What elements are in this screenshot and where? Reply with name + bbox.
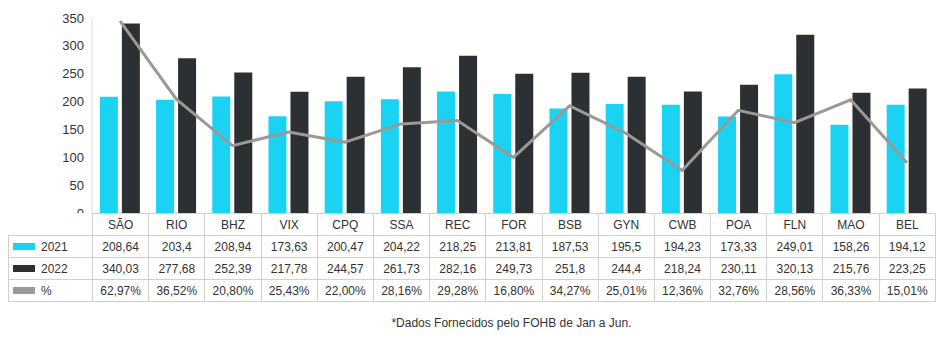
html-text:SSA: SSA (389, 217, 414, 232)
html-text:BHZ: BHZ (221, 217, 245, 232)
html-text:36,52%: 36,52% (156, 283, 198, 298)
html-text:218,24: 218,24 (664, 261, 701, 276)
html-text:195,5: 195,5 (611, 239, 642, 254)
html-text:22,00%: 22,00% (325, 283, 366, 298)
html-text:158,26: 158,26 (832, 239, 870, 254)
svg-text:250: 250 (62, 66, 84, 81)
html-text:FLN: FLN (783, 217, 807, 232)
html-text:340,03: 340,03 (102, 261, 139, 276)
html-text:29,28%: 29,28% (437, 283, 479, 298)
html-text:2022: 2022 (41, 261, 68, 276)
html-text:277,68: 277,68 (158, 261, 196, 276)
html-text:218,25: 218,25 (439, 239, 477, 254)
html-text:215,76: 215,76 (832, 261, 870, 276)
html-text:261,73: 261,73 (383, 261, 420, 276)
html-text:62,97%: 62,97% (100, 283, 141, 298)
html-text:*Dados Fornecidos pelo FOHB de: *Dados Fornecidos pelo FOHB de Jan a Jun… (391, 316, 632, 330)
html-text:28,56%: 28,56% (774, 283, 816, 298)
html-text:217,78: 217,78 (270, 261, 308, 276)
html-text:20,80%: 20,80% (212, 283, 254, 298)
svg-text:50: 50 (70, 178, 84, 193)
html-text:REC: REC (445, 217, 471, 232)
html-text:25,01%: 25,01% (605, 283, 647, 298)
html-text:GYN: GYN (613, 217, 640, 232)
svg-text:0: 0 (77, 206, 84, 213)
html-text:282,16: 282,16 (439, 261, 477, 276)
svg-text:150: 150 (62, 122, 84, 137)
svg-text:100: 100 (62, 150, 84, 165)
html-text:320,13: 320,13 (776, 261, 814, 276)
html-text:CWB: CWB (668, 217, 697, 232)
html-text:28,16%: 28,16% (381, 283, 422, 298)
html-text:32,76%: 32,76% (718, 283, 759, 298)
html-text:15,01%: 15,01% (886, 283, 928, 298)
html-text:SÃO: SÃO (107, 217, 134, 232)
html-text:203,4: 203,4 (161, 239, 192, 254)
html-text:36,33%: 36,33% (830, 283, 872, 298)
html-text:34,27%: 34,27% (549, 283, 591, 298)
html-text:16,80%: 16,80% (493, 283, 535, 298)
html-text:230,11: 230,11 (720, 261, 757, 276)
html-text:208,64: 208,64 (102, 239, 139, 254)
html-text:208,94: 208,94 (214, 239, 252, 254)
svg-text:350: 350 (62, 11, 84, 26)
html-text:VIX: VIX (279, 217, 299, 232)
html-text:BEL: BEL (895, 217, 919, 232)
html-text:251,8: 251,8 (555, 261, 586, 276)
html-text:244,57: 244,57 (327, 261, 364, 276)
html-text:194,23: 194,23 (664, 239, 701, 254)
html-text:BSB: BSB (558, 217, 583, 232)
html-text:187,53: 187,53 (551, 239, 589, 254)
html-text:244,4: 244,4 (611, 261, 642, 276)
html-text:MAO: MAO (837, 217, 865, 232)
html-text:213,81: 213,81 (495, 239, 533, 254)
html-text:POA: POA (726, 217, 752, 232)
html-text:25,43%: 25,43% (268, 283, 310, 298)
html-text:194,12: 194,12 (888, 239, 926, 254)
html-text:CPQ: CPQ (332, 217, 359, 232)
html-text:12,36%: 12,36% (662, 283, 703, 298)
html-text:173,33: 173,33 (720, 239, 757, 254)
html-text:FOR: FOR (501, 217, 527, 232)
html-text:173,63: 173,63 (270, 239, 308, 254)
svg-text:300: 300 (62, 38, 84, 53)
html-text:200,47: 200,47 (327, 239, 364, 254)
html-text:RIO: RIO (166, 217, 188, 232)
html-text:249,73: 249,73 (495, 261, 533, 276)
svg-text:200: 200 (62, 94, 84, 109)
html-text:204,22: 204,22 (383, 239, 420, 254)
html-text:223,25: 223,25 (888, 261, 926, 276)
html-text:249,01: 249,01 (776, 239, 814, 254)
html-text:2021: 2021 (41, 239, 68, 254)
html-text:252,39: 252,39 (214, 261, 252, 276)
